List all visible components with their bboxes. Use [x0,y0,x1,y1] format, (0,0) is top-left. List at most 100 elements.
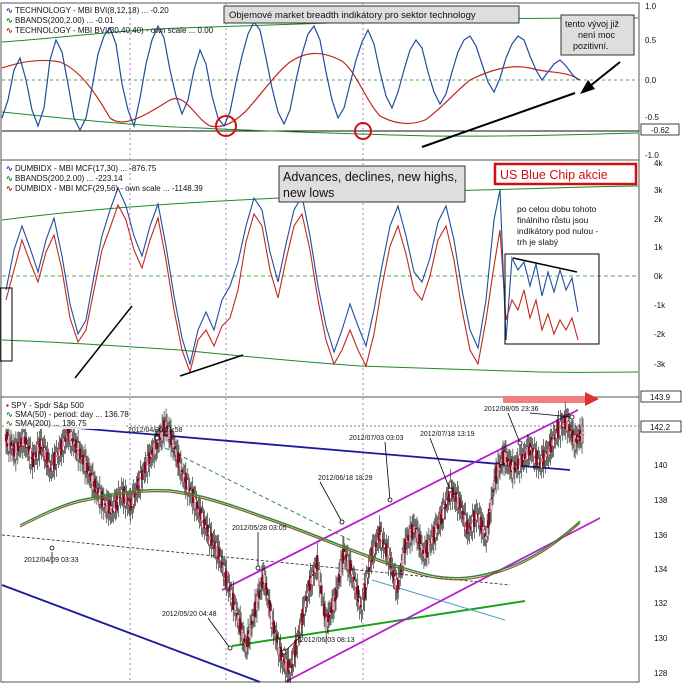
panel-3: 2012/04/30 21:58 2012/04/09 03:33 2012/0… [1,390,682,683]
candle-body [287,659,290,674]
candle-body [574,434,577,451]
p3-ytick: 128 [654,669,668,678]
panel-2-legend: ∿ DUMBIDX - MBI MCF(17,30) ... -876.75 ∿… [6,164,203,193]
candle-body [10,445,14,450]
candle-body [320,586,323,594]
candle-body [535,449,538,467]
candle-body [321,595,324,598]
p2-title-box: Advances, declines, new highs, new lows [278,165,466,203]
candle-body [266,595,269,600]
candle-body [383,544,386,548]
ann-label: 2012/05/20 04:48 [162,611,217,618]
p3-blue-support-line [1,584,261,683]
p1-last-value: -0.62 [651,126,670,135]
panel-3-legend: ▪ SPY - Spdr S&p 500 ∿ SMA(50) - period:… [4,400,129,429]
candle-body [265,587,268,596]
p3-annotations [49,412,575,655]
candle-body [251,615,255,622]
p2-red-box: US Blue Chip akcie [493,162,638,186]
p3-price-flag-1-text: 143.9 [650,393,671,402]
candle-body [367,567,370,572]
p3-legend-3: ∿ SMA(200) ... 136.75 [6,419,87,428]
candle-body [366,573,369,579]
candle-body [305,596,308,601]
candle-body [204,525,207,528]
candle-body [273,630,276,632]
p1-y-axis: 1.0 0.5 0.0 -0.5 -1.0 -0.62 [640,2,680,160]
candle-body [144,462,147,473]
candle-body [141,469,144,480]
candle-body [225,570,228,587]
candle-body [246,630,250,647]
p1-title-text: Objemové market breadth indikátory pro s… [229,10,476,21]
candle-body [257,590,261,599]
candle-body [374,542,377,547]
p1-red-circle-2 [354,122,372,140]
p3-price-flag-1 [640,390,682,403]
p3-ytick: 140 [654,461,668,470]
candle-body [228,586,231,591]
p1-ytick: -0.5 [645,113,659,122]
p3-legend-1: ▪ SPY - Spdr S&p 500 [6,401,84,410]
candle-body [7,435,11,452]
candle-body [359,604,362,608]
candle-body [335,588,339,590]
p2-highlight-box-left [0,287,13,362]
candle-body [476,513,479,515]
svg-text:finálního růstu jsou: finálního růstu jsou [517,215,589,225]
p3-dashed-trend-line [1,534,511,586]
candle-body [180,469,183,473]
spy-candlesticks [4,402,585,683]
candle-body [466,520,469,535]
candle-body [407,535,410,541]
candle-body [270,610,273,628]
p1-note-line-3: pozitivní. [573,41,609,51]
svg-text:indikátory pod nulou -: indikátory pod nulou - [517,226,598,236]
candle-body [258,590,262,592]
p1-trend-line [421,92,576,148]
candle-body [230,589,233,603]
candle-body [118,496,121,498]
candle-body [385,543,388,557]
candle-body [336,582,340,585]
candle-body [368,561,371,568]
p1-ytick: 0.5 [645,36,657,45]
p2-bband-lower [1,339,639,373]
p3-red-highlight [503,396,585,403]
p3-blue-resistance-line [29,423,571,471]
p2-ytick: -3k [654,360,666,369]
candle-body [120,489,123,498]
candle-body [296,635,299,647]
p2-mcf-fast-line [5,186,579,367]
candle-body [12,443,16,457]
candle-body [275,634,278,643]
ann-label: 2012/07/18 13:19 [420,431,475,438]
p2-trend-line-3 [512,257,578,273]
svg-text:trh je slabý: trh je slabý [517,237,559,247]
p1-red-circle-1 [215,115,237,137]
p1-ytick: -1.0 [645,151,659,160]
candle-body [492,489,495,493]
p3-ytick: 130 [654,634,668,643]
candle-body [243,638,246,643]
p1-note-line-2: není moc [578,30,616,40]
p3-legend-2: ∿ SMA(50) - period: day ... 136.78 [6,410,129,419]
p3-sma-line [19,488,581,579]
candle-body [79,455,83,457]
candle-body [304,600,307,608]
p2-ytick: 3k [654,186,663,195]
svg-text:po celou dobu tohoto: po celou dobu tohoto [517,204,597,214]
panel-1: ∿ TECHNOLOGY - MBI BVI(8,12,18) ... -0.2… [1,2,680,160]
candle-body [219,556,222,561]
candle-body [290,663,293,669]
candle-body [29,448,32,465]
candle-body [427,539,430,553]
ann-label: 2012/04/09 03:33 [24,557,79,564]
p1-arrow-head [580,80,595,94]
ann-label: 2012/06/18 18:29 [318,475,373,482]
candle-body [210,532,213,546]
candle-body [184,472,187,490]
panel-1-legend: ∿ TECHNOLOGY - MBI BVI(8,12,18) ... -0.2… [6,6,214,35]
candle-body [93,478,97,493]
